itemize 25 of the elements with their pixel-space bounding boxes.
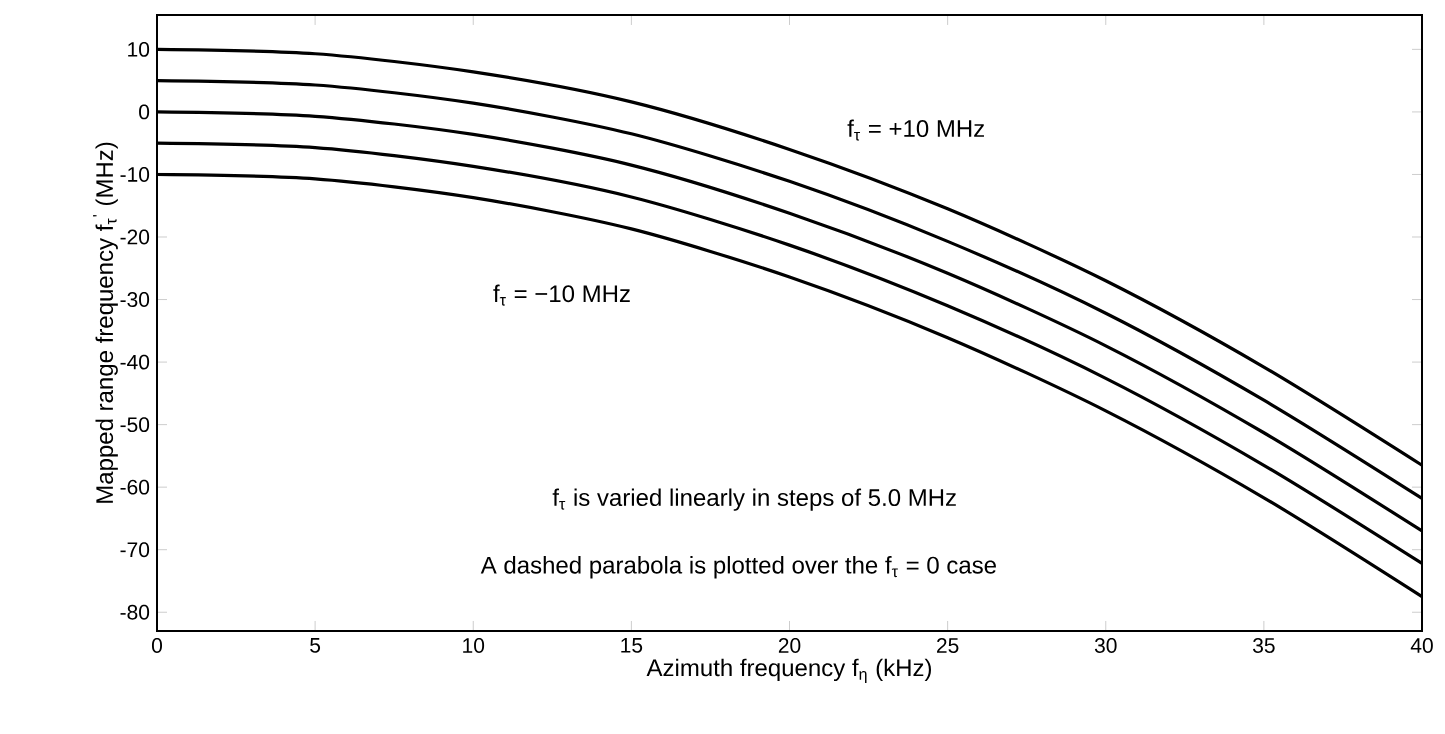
y-axis-title: Mapped range frequency f$_{τ}$$^{'}$ (MHz) (93, 142, 118, 503)
annotation: f$_{τ}$ is varied linearly in steps of 5.0 MHz (552, 488, 956, 511)
y-tick-label: -50 (120, 417, 150, 433)
x-tick-label: 10 (463, 638, 485, 653)
x-tick-label: 25 (937, 638, 959, 653)
x-tick-label: 40 (1410, 638, 1433, 653)
y-tick-label: -20 (120, 229, 150, 245)
y-tick-label: -70 (120, 542, 150, 558)
y-tick-label: 0 (139, 104, 150, 120)
y-tick-label: -40 (120, 354, 150, 370)
y-tick-label: 10 (128, 41, 150, 57)
x-tick-label: 0 (151, 638, 163, 653)
y-tick-label: -30 (120, 292, 150, 307)
y-tick-label: -60 (120, 479, 150, 495)
annotation: f$_{τ}$ = +10 MHz (847, 119, 984, 141)
y-tick-label: -80 (120, 604, 150, 620)
x-tick-label: 35 (1252, 638, 1275, 653)
x-axis-title: Azimuth frequency f$_{η}$ (kHz) (646, 658, 931, 683)
x-tick-label: 30 (1094, 638, 1117, 653)
annotation: A dashed parabola is plotted over the f$_{τ}$ = 0 case (480, 556, 996, 579)
x-tick-label: 5 (310, 638, 321, 653)
x-tick-label: 20 (778, 638, 801, 653)
x-tick-label: 15 (621, 638, 643, 653)
annotation: f$_{τ}$ = −10 MHz (493, 284, 630, 306)
y-tick-label: -10 (120, 167, 150, 182)
